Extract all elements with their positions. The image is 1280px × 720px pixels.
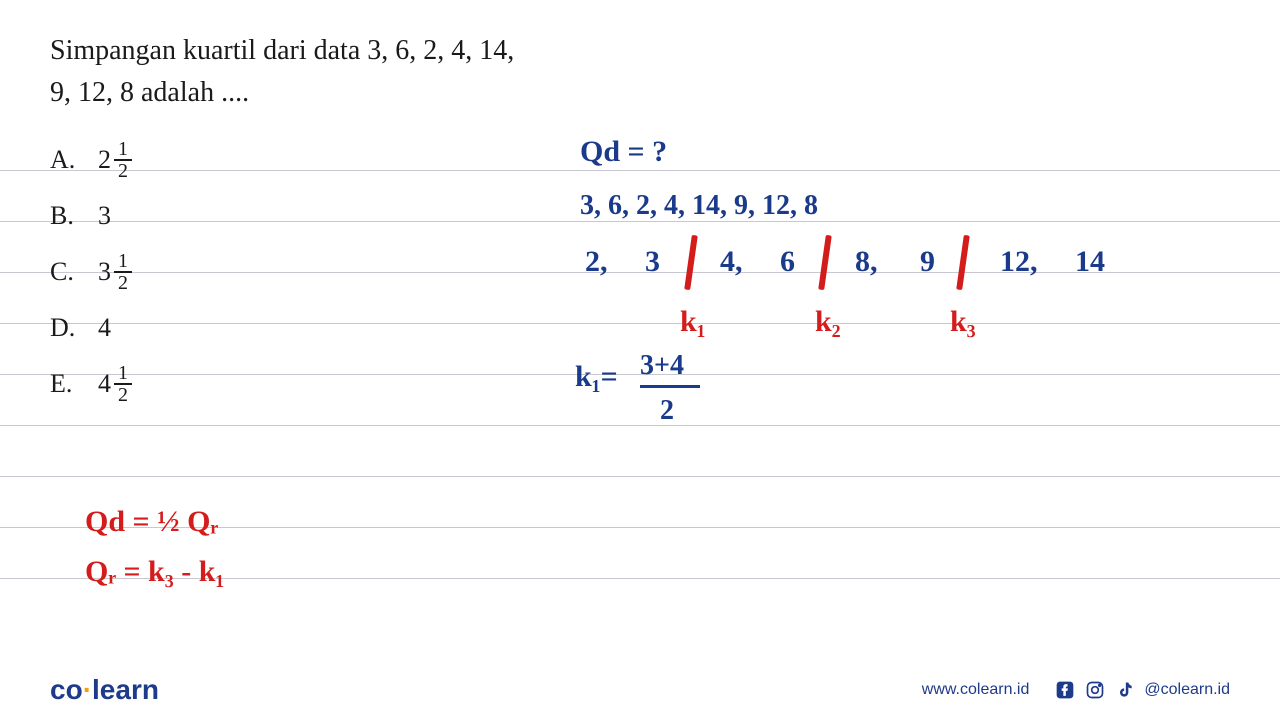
option-value: 3 <box>98 201 111 231</box>
option-c: C. 3 1 2 <box>50 251 1230 293</box>
option-value: 2 1 2 <box>98 139 132 181</box>
social-handle: @colearn.id <box>1144 681 1230 699</box>
option-letter: E. <box>50 369 80 399</box>
option-d: D. 4 <box>50 313 1230 343</box>
option-letter: B. <box>50 201 80 231</box>
question-text: Simpangan kuartil dari data 3, 6, 2, 4, … <box>50 30 650 114</box>
formula-qr: Qᵣ = k₃ - k₁ <box>85 555 224 589</box>
question-line-2: 9, 12, 8 adalah .... <box>50 77 249 108</box>
question-line-1: Simpangan kuartil dari data 3, 6, 2, 4, … <box>50 35 514 66</box>
website-url: www.colearn.id <box>922 681 1030 699</box>
facebook-icon <box>1054 679 1076 701</box>
option-b: B. 3 <box>50 201 1230 231</box>
option-a: A. 2 1 2 <box>50 139 1230 181</box>
social-icons: @colearn.id <box>1054 679 1230 701</box>
option-value: 4 <box>98 313 111 343</box>
option-letter: A. <box>50 145 80 175</box>
footer: co·learn www.colearn.id @colearn.id <box>0 660 1280 720</box>
option-value: 4 1 2 <box>98 363 132 405</box>
option-value: 3 1 2 <box>98 251 132 293</box>
option-letter: C. <box>50 257 80 287</box>
options-list: A. 2 1 2 B. 3 C. 3 1 2 D. <box>50 139 1230 405</box>
tiktok-icon <box>1114 679 1136 701</box>
logo-dot-icon: · <box>83 674 92 705</box>
option-e: E. 4 1 2 <box>50 363 1230 405</box>
formula-qd: Qd = ½ Qᵣ <box>85 505 218 539</box>
main-content: Simpangan kuartil dari data 3, 6, 2, 4, … <box>0 0 1280 405</box>
instagram-icon <box>1084 679 1106 701</box>
footer-right: www.colearn.id @colearn.id <box>922 679 1230 701</box>
logo: co·learn <box>50 674 159 706</box>
option-letter: D. <box>50 313 80 343</box>
